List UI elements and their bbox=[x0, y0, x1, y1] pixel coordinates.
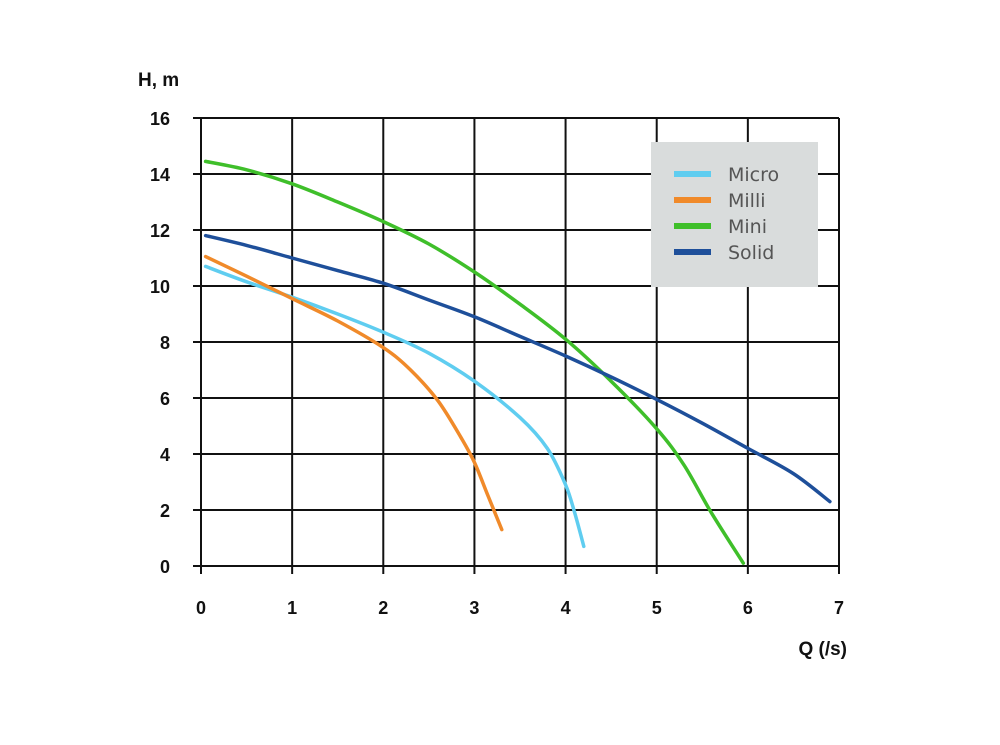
y-tick-label: 2 bbox=[160, 501, 170, 521]
y-tick-label: 0 bbox=[160, 557, 170, 577]
y-tick-label: 12 bbox=[150, 221, 170, 241]
x-tick-label: 3 bbox=[469, 598, 479, 618]
series-lines bbox=[203, 159, 832, 565]
x-axis-label: Q (/s) bbox=[798, 639, 847, 660]
x-tick-label: 2 bbox=[378, 598, 388, 618]
series-line-milli bbox=[203, 254, 504, 532]
legend-label-mini: Mini bbox=[728, 216, 767, 238]
x-tick-label: 5 bbox=[652, 598, 662, 618]
legend-box bbox=[651, 142, 818, 287]
y-tick-labels: 0 2 4 6 8 10 12 14 16 bbox=[150, 109, 170, 577]
x-tick-label: 4 bbox=[561, 598, 571, 618]
legend-label-micro: Micro bbox=[728, 164, 779, 186]
y-tick-label: 6 bbox=[160, 389, 170, 409]
legend-label-milli: Milli bbox=[728, 190, 766, 212]
x-tick-label: 0 bbox=[196, 598, 206, 618]
x-tick-labels: 0 1 2 3 4 5 6 7 bbox=[196, 598, 844, 618]
y-tick-label: 8 bbox=[160, 333, 170, 353]
legend-items: Micro Milli Mini Solid bbox=[674, 164, 779, 264]
y-tick-label: 4 bbox=[160, 445, 170, 465]
x-tick-label: 6 bbox=[743, 598, 753, 618]
y-tick-label: 10 bbox=[150, 277, 170, 297]
x-tick-label: 1 bbox=[287, 598, 297, 618]
x-tick-label: 7 bbox=[834, 598, 844, 618]
legend-label-solid: Solid bbox=[728, 242, 774, 264]
series-line-mini bbox=[203, 159, 746, 565]
y-tick-label: 16 bbox=[150, 109, 170, 129]
y-tick-label: 14 bbox=[150, 165, 170, 185]
legend: Micro Milli Mini Solid bbox=[651, 142, 818, 287]
y-axis-label: H, m bbox=[138, 70, 179, 91]
series-line-solid bbox=[203, 233, 832, 504]
